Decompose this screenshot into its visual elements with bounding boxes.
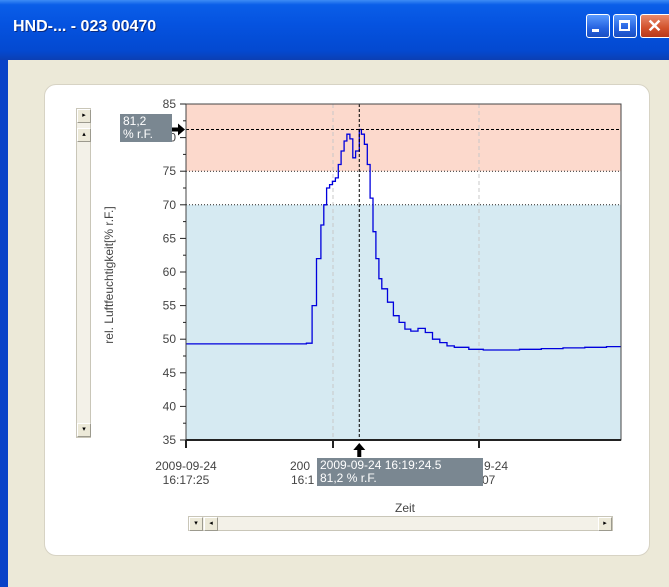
cursor-value-readout: 81,2 % r.F. <box>320 471 377 485</box>
scroll-right-icon[interactable]: ▸ <box>77 109 91 123</box>
cursor-x-time: 2009-09-24 16:19:24.5 <box>320 458 442 472</box>
scroll-down-icon[interactable]: ▾ <box>77 423 91 437</box>
close-button[interactable]: ✕ <box>640 14 669 38</box>
horizontal-scrollbar[interactable]: ▾ ◂ ▸ <box>188 516 613 531</box>
maximize-icon <box>619 20 630 31</box>
maximize-button[interactable] <box>613 14 637 38</box>
cursor-y-readout: 81,2 % r.F. <box>120 114 172 142</box>
scroll-right-icon[interactable]: ▸ <box>598 517 612 531</box>
window-border <box>0 60 8 587</box>
window-title: HND-... - 023 00470 <box>13 18 157 35</box>
close-icon: ✕ <box>647 16 663 36</box>
title-bar[interactable]: HND-... - 023 00470 ✕ <box>0 0 669 60</box>
cursor-y-unit: % r.F. <box>123 127 154 141</box>
minimize-icon <box>592 29 599 32</box>
scroll-down-icon[interactable]: ▾ <box>189 517 203 531</box>
cursor-y-value: 81,2 <box>123 114 147 128</box>
vertical-scrollbar[interactable]: ▸ ▴ ▾ <box>76 108 91 438</box>
scroll-up-icon[interactable]: ▴ <box>77 128 91 142</box>
scroll-left-icon[interactable]: ◂ <box>204 517 218 531</box>
cursor-x-readout: 2009-09-24 16:19:24.5 81,2 % r.F. <box>317 458 483 486</box>
minimize-button[interactable] <box>586 14 610 38</box>
